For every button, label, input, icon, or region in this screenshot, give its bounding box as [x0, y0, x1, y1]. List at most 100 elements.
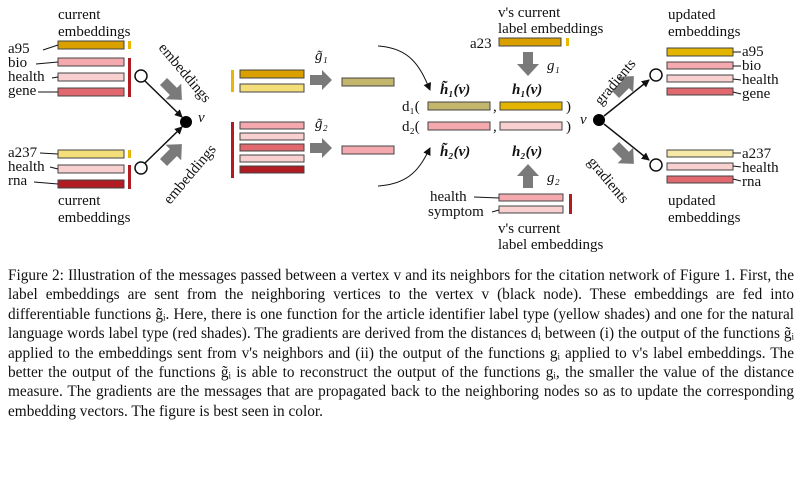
leader-line	[732, 165, 742, 168]
word-a23: a23	[470, 36, 492, 52]
message-passing-diagram: current embeddings a95 bio health gene a…	[8, 5, 779, 253]
updated-bar-a237	[666, 149, 734, 158]
h-tilde-1-label: h̃₁(v)	[440, 80, 470, 98]
g-tilde-2-label: g̃₂	[315, 116, 328, 132]
current-embeddings-label-bottom-line1: current	[58, 193, 101, 209]
v-embedding-bar-symptom	[498, 205, 564, 214]
aggregated-bar-gene	[239, 143, 305, 152]
yellow-indicator-tick	[566, 38, 569, 46]
d1-close-paren: )	[566, 99, 571, 115]
v-label-embeddings-top-line2: label embeddings	[498, 21, 604, 37]
v-label-embeddings-bottom-line1: v's current	[498, 221, 561, 237]
d2-close-paren: )	[566, 119, 571, 135]
word-symptom-center: symptom	[428, 204, 484, 220]
embedding-bar-health-2	[57, 164, 125, 174]
updated-embeddings-top-line1: updated	[668, 7, 716, 23]
word-a95-right: a95	[742, 44, 764, 60]
d2-left-bar	[427, 121, 491, 131]
word-gene-left: gene	[8, 83, 37, 99]
aggregated-bar-a237	[239, 83, 305, 93]
neighbor-node-top	[134, 69, 148, 83]
aggregated-bar-a95	[239, 69, 305, 79]
h-1-label: h₁(v)	[512, 82, 542, 98]
word-health-right-2: health	[742, 160, 779, 176]
gradient-flow-arrow-bottom	[611, 141, 634, 164]
leader-line	[491, 209, 500, 213]
red-indicator-tick	[569, 194, 572, 214]
word-rna-right: rna	[742, 174, 761, 190]
leader-line	[732, 178, 742, 182]
v-embedding-bar-a23	[498, 37, 562, 47]
word-health-center: health	[430, 189, 467, 205]
word-a237-left: a237	[8, 145, 38, 161]
g1-label: g₁	[547, 58, 560, 74]
g-tilde-2-output-bar	[341, 145, 395, 155]
embeddings-flow-arrow-top	[159, 77, 182, 100]
word-gene-right: gene	[742, 86, 771, 102]
current-embeddings-label-top-line2: embeddings	[58, 24, 131, 40]
embeddings-rotated-label-top: embeddings	[155, 40, 214, 106]
red-indicator-tick	[128, 58, 131, 97]
gradient-flow-arrow-top	[611, 76, 634, 99]
leader-line	[732, 78, 742, 81]
updated-bar-gene	[666, 87, 734, 96]
edge-top-to-v	[144, 80, 183, 118]
embeddings-flow-arrow-bottom	[159, 144, 182, 167]
updated-embeddings-top-line2: embeddings	[668, 24, 741, 40]
g1-arrow	[517, 52, 539, 76]
updated-bar-health	[666, 74, 734, 83]
word-bio-left: bio	[8, 55, 27, 71]
word-health-right: health	[742, 72, 779, 88]
h-2-label: h₂(v)	[512, 144, 542, 160]
edge-bottom-to-v	[144, 126, 183, 164]
edge-v-to-bottom-neighbor	[603, 123, 650, 161]
leader-line	[35, 61, 59, 65]
g-tilde-2-arrow	[310, 138, 332, 158]
embedding-bar-gene	[57, 87, 125, 97]
yellow-indicator-tick	[128, 41, 131, 49]
vertex-v-label-left: v	[198, 110, 205, 126]
current-embeddings-label-top-line1: current	[58, 7, 101, 23]
embedding-bar-health	[57, 72, 125, 82]
updated-bar-a95	[666, 47, 734, 57]
curved-arrow-to-h-tilde-1	[377, 45, 431, 91]
g2-arrow	[517, 164, 539, 188]
word-health-left: health	[8, 69, 45, 85]
d1-left-bar	[427, 101, 491, 111]
embedding-bar-a95	[57, 40, 125, 50]
word-a95-left: a95	[8, 41, 30, 57]
d1-comma: ,	[493, 99, 497, 115]
vertex-v-right	[593, 114, 605, 126]
d2-right-bar	[499, 121, 563, 131]
aggregated-bar-bio	[239, 121, 305, 130]
aggregated-bar-health	[239, 132, 305, 141]
neighbor-node-bottom	[134, 161, 148, 175]
v-label-embeddings-bottom-line2: label embeddings	[498, 237, 604, 253]
h-tilde-2-label: h̃₂(v)	[440, 142, 470, 160]
updated-embeddings-bottom-line2: embeddings	[668, 210, 741, 226]
d1-right-bar	[499, 101, 563, 111]
aggregated-bar-health-2	[239, 154, 305, 163]
red-group-tick	[231, 122, 234, 178]
updated-bar-rna	[666, 175, 734, 184]
updated-bar-bio	[666, 61, 734, 70]
leader-line	[39, 152, 59, 155]
figure-caption: Figure 2: Illustration of the messages p…	[8, 267, 794, 420]
vertex-v-left	[180, 116, 192, 128]
embedding-bar-rna	[57, 179, 125, 189]
word-health-left-2: health	[8, 159, 45, 175]
d2-label: d₂(	[402, 119, 420, 135]
g-tilde-1-arrow	[310, 70, 332, 90]
leader-line	[33, 181, 59, 185]
red-indicator-tick	[128, 165, 131, 189]
v-embedding-bar-health	[498, 193, 564, 202]
neighbor-node-top-right	[649, 68, 663, 82]
embedding-bar-a237	[57, 149, 125, 159]
yellow-indicator-tick	[128, 150, 131, 158]
word-rna-left: rna	[8, 173, 27, 189]
v-label-embeddings-top-line1: v's current	[498, 5, 561, 21]
g-tilde-1-output-bar	[341, 77, 395, 87]
leader-line	[473, 196, 500, 199]
g-tilde-1-label: g̃₁	[315, 48, 328, 64]
current-embeddings-label-bottom-line2: embeddings	[58, 210, 131, 226]
